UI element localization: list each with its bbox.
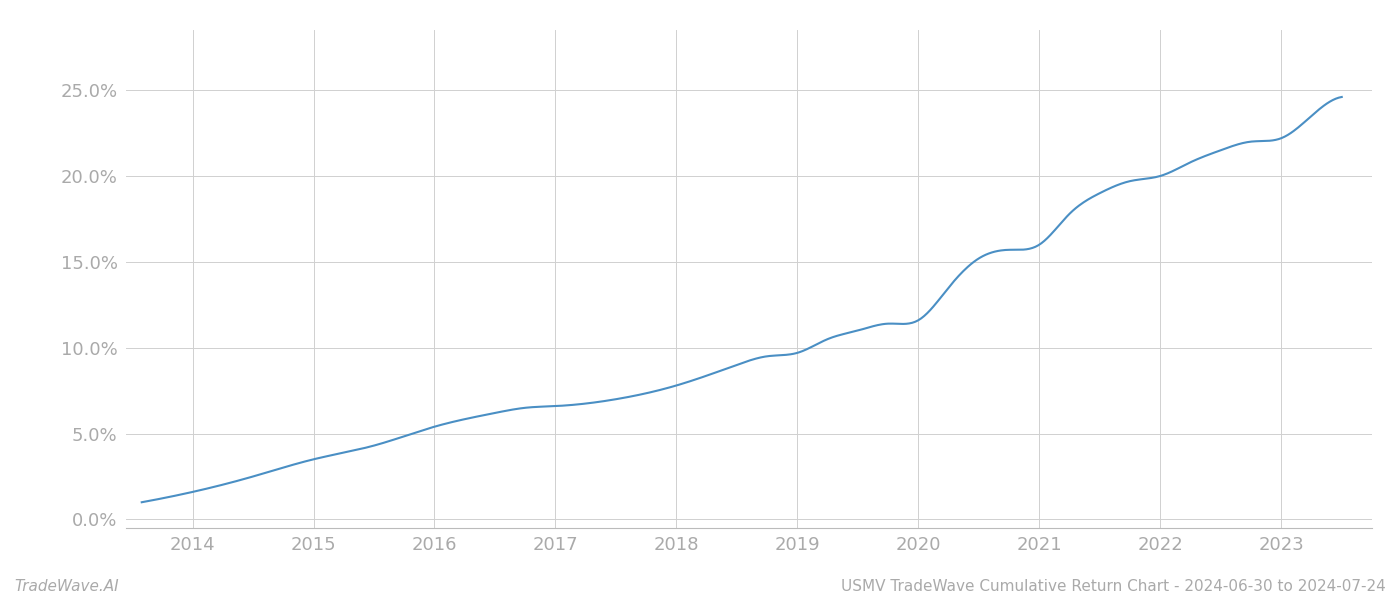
Text: USMV TradeWave Cumulative Return Chart - 2024-06-30 to 2024-07-24: USMV TradeWave Cumulative Return Chart -… xyxy=(841,579,1386,594)
Text: TradeWave.AI: TradeWave.AI xyxy=(14,579,119,594)
